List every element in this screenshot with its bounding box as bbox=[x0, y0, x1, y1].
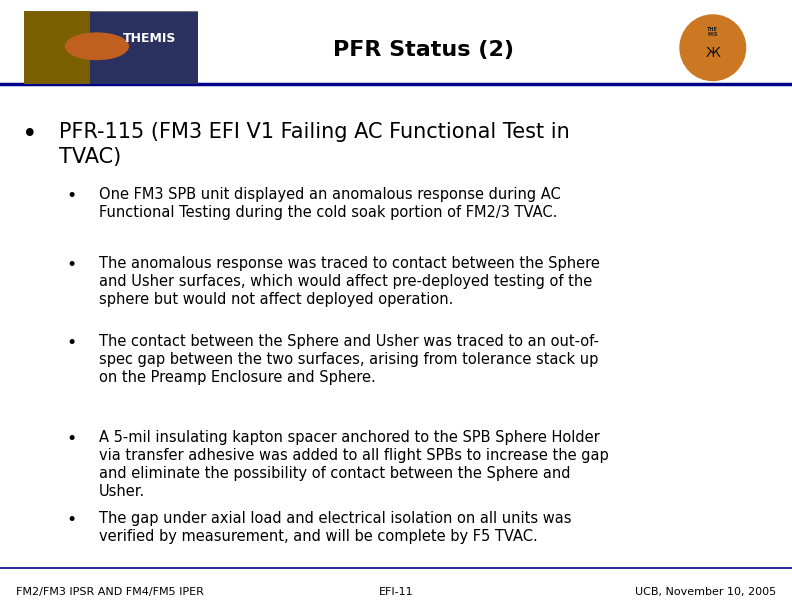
FancyBboxPatch shape bbox=[24, 11, 90, 84]
Text: Ж: Ж bbox=[706, 47, 720, 61]
Text: The gap under axial load and electrical isolation on all units was
verified by m: The gap under axial load and electrical … bbox=[99, 511, 572, 544]
Text: The contact between the Sphere and Usher was traced to an out-of-
spec gap betwe: The contact between the Sphere and Usher… bbox=[99, 334, 599, 384]
Text: PFR-115 (FM3 EFI V1 Failing AC Functional Test in
TVAC): PFR-115 (FM3 EFI V1 Failing AC Functiona… bbox=[59, 122, 570, 167]
Text: •: • bbox=[67, 334, 76, 351]
Text: UCB, November 10, 2005: UCB, November 10, 2005 bbox=[635, 588, 776, 597]
Text: •: • bbox=[67, 256, 76, 274]
Text: THEMIS: THEMIS bbox=[123, 32, 176, 45]
Text: •: • bbox=[22, 122, 38, 148]
Text: PFR Status (2): PFR Status (2) bbox=[333, 40, 514, 60]
Circle shape bbox=[66, 33, 128, 59]
Text: The anomalous response was traced to contact between the Sphere
and Usher surfac: The anomalous response was traced to con… bbox=[99, 256, 600, 307]
Text: •: • bbox=[67, 430, 76, 447]
FancyBboxPatch shape bbox=[24, 11, 198, 84]
Text: THE
MIS: THE MIS bbox=[707, 27, 718, 37]
Text: One FM3 SPB unit displayed an anomalous response during AC
Functional Testing du: One FM3 SPB unit displayed an anomalous … bbox=[99, 187, 561, 220]
Text: •: • bbox=[67, 187, 76, 204]
Text: FM2/FM3 IPSR AND FM4/FM5 IPER: FM2/FM3 IPSR AND FM4/FM5 IPER bbox=[16, 588, 204, 597]
Circle shape bbox=[680, 15, 745, 81]
Text: EFI-11: EFI-11 bbox=[379, 588, 413, 597]
Text: •: • bbox=[67, 511, 76, 529]
Text: A 5-mil insulating kapton spacer anchored to the SPB Sphere Holder
via transfer : A 5-mil insulating kapton spacer anchore… bbox=[99, 430, 609, 499]
